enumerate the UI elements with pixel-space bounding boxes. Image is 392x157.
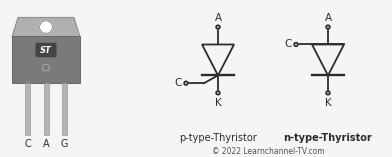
Bar: [44, 83, 49, 135]
Text: A: A: [325, 13, 332, 23]
Text: C: C: [285, 40, 292, 49]
Text: C: C: [24, 139, 31, 149]
FancyBboxPatch shape: [36, 43, 56, 57]
Text: © 2022 Learnchannel-TV.com: © 2022 Learnchannel-TV.com: [212, 147, 324, 156]
Text: ST: ST: [40, 46, 52, 54]
Text: G: G: [61, 139, 68, 149]
Text: K: K: [325, 98, 331, 108]
Polygon shape: [12, 17, 80, 37]
Circle shape: [40, 21, 53, 33]
Circle shape: [326, 91, 330, 95]
Text: A: A: [43, 139, 49, 149]
Bar: [62, 83, 67, 135]
Text: p-type-Thyristor: p-type-Thyristor: [179, 133, 257, 143]
Circle shape: [216, 91, 220, 95]
Text: C: C: [174, 78, 182, 88]
Text: n-type-Thyristor: n-type-Thyristor: [284, 133, 372, 143]
Bar: [25, 83, 30, 135]
Circle shape: [294, 43, 298, 46]
Circle shape: [326, 25, 330, 29]
Bar: [12, 36, 80, 83]
Circle shape: [216, 25, 220, 29]
Text: K: K: [215, 98, 221, 108]
Text: A: A: [214, 13, 221, 23]
Circle shape: [184, 81, 188, 85]
